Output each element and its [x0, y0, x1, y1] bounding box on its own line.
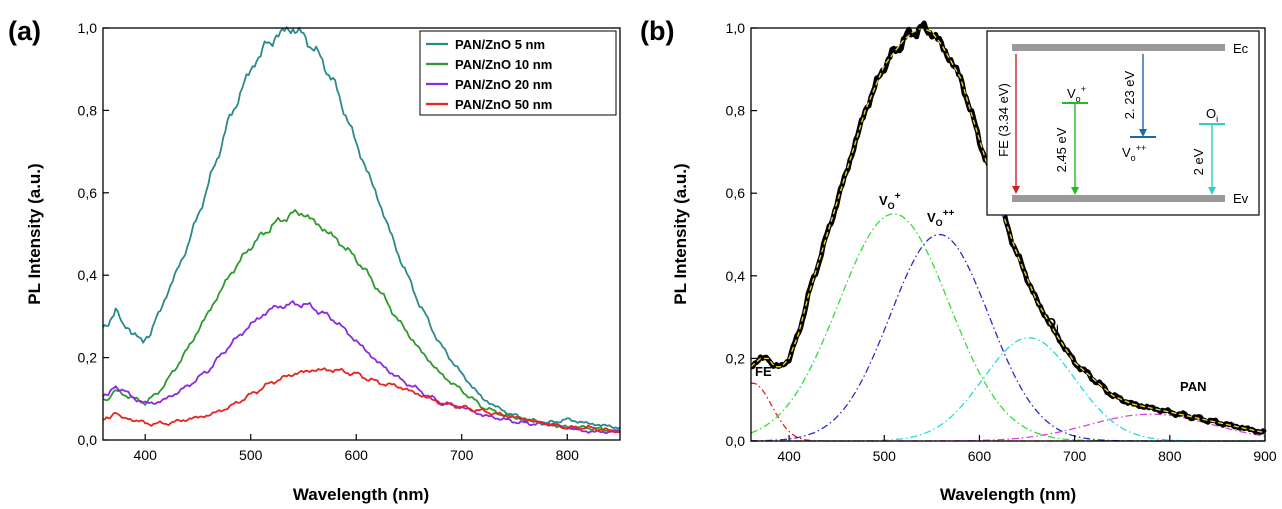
panel-a-legend: PAN/ZnO 5 nm PAN/ZnO 10 nm PAN/ZnO 20 nm…: [419, 30, 617, 116]
annotation-vo-plus: VO+: [879, 191, 901, 211]
panel-a-y-tick-label: 0,6: [78, 185, 98, 201]
fe-energy-label: FE (3.34 eV): [996, 83, 1011, 157]
panel-b-x-tick-label: 400: [777, 448, 801, 464]
panel-a-x-axis-label: Wavelength (nm): [293, 485, 429, 504]
energy-level-inset: Ec Ev FE (3.34 eV) Vo+ 2.45 eV Vo++ 2. 2…: [986, 30, 1260, 216]
panel-b-label: (b): [640, 16, 674, 46]
vo-plus-arrow-head: [1071, 187, 1079, 195]
fit-vo-plusplus-curve: [750, 233, 1265, 442]
annotation-oi: Oi: [1046, 315, 1059, 333]
series-10nm-line: [102, 209, 621, 434]
label-ec: Ec: [1233, 41, 1249, 56]
panel-a-y-tick-label: 0,8: [78, 102, 98, 118]
panel-b-x-axis-label: Wavelength (nm): [940, 485, 1076, 504]
fit-vo-plus-curve: [750, 213, 1265, 442]
panel-b-x-tick-label: 700: [1063, 448, 1087, 464]
inset-oi-label: Oi: [1206, 106, 1218, 124]
panel-b-y-axis-label: PL Intensity (a.u.): [671, 163, 690, 304]
series-20nm-line: [102, 300, 621, 434]
vo-plusplus-arrow-head: [1139, 129, 1147, 137]
panel-a-frame: [102, 27, 621, 441]
panel-a-x-tick-label: 800: [556, 447, 580, 463]
vo-plusplus-energy-label: 2. 23 eV: [1122, 70, 1137, 119]
panel-b-x-tick-label: 500: [873, 448, 897, 464]
panel-b-x-tick-label: 900: [1253, 448, 1277, 464]
panel-a-y-tick-label: 0,2: [78, 350, 98, 366]
panel-a-y-tick-label: 1,0: [78, 20, 98, 36]
legend-entry-50nm: PAN/ZnO 50 nm: [455, 97, 552, 112]
fit-pan-curve: [751, 413, 1266, 442]
panel-b-y-tick-label: 0,8: [726, 103, 746, 119]
annotation-pan: PAN: [1180, 379, 1206, 394]
panel-a-x-tick-label: 500: [239, 447, 263, 463]
fitted-envelope-line: [750, 27, 1266, 434]
panel-b-y-tick-label: 0,0: [726, 433, 746, 449]
panel-a-x-tick-label: 700: [450, 447, 474, 463]
valence-band: [1012, 195, 1225, 202]
panel-a: (a) 400 500 600 700 800 0,0 0,2 0,4 0,6 0,8 1,0 W…: [8, 16, 621, 504]
panel-a-series: [102, 26, 621, 434]
panel-a-y-ticks: 0,0 0,2 0,4 0,6 0,8 1,0: [78, 20, 109, 448]
panel-a-x-tick-label: 600: [345, 447, 369, 463]
panel-b-x-tick-label: 600: [968, 448, 992, 464]
panel-a-x-tick-label: 400: [134, 447, 158, 463]
panel-b-y-tick-label: 0,4: [726, 268, 746, 284]
panel-a-label: (a): [8, 16, 41, 46]
annotation-vo-plusplus: VO++: [927, 208, 955, 228]
series-5nm-line: [102, 26, 621, 430]
oi-energy-label: 2 eV: [1191, 148, 1206, 175]
legend-entry-10nm: PAN/ZnO 10 nm: [455, 57, 552, 72]
vo-plus-energy-label: 2.45 eV: [1054, 127, 1069, 172]
panel-b-y-ticks: 0,0 0,2 0,4 0,6 0,8 1,0: [726, 20, 757, 449]
legend-box: [419, 30, 617, 116]
oi-arrow-head: [1208, 187, 1216, 195]
panel-b: (b) 400 500 600 700 800 900 0,0 0,2 0,4 0,6 0,8 1,…: [640, 16, 1277, 504]
legend-entry-20nm: PAN/ZnO 20 nm: [455, 77, 552, 92]
panel-b-y-tick-label: 0,2: [726, 350, 746, 366]
panel-b-x-ticks: 400 500 600 700 800 900: [777, 435, 1277, 464]
legend-entry-5nm: PAN/ZnO 5 nm: [455, 37, 545, 52]
panel-b-y-tick-label: 0,6: [726, 185, 746, 201]
panel-a-x-ticks: 400 500 600 700 800: [134, 434, 580, 463]
conduction-band: [1012, 44, 1225, 51]
panel-b-frame: [750, 27, 1266, 442]
annotation-fe: FE: [755, 364, 772, 379]
panel-b-y-tick-label: 1,0: [726, 20, 746, 36]
fe-arrow-head: [1012, 186, 1020, 194]
series-50nm-line: [102, 367, 621, 434]
panel-b-x-tick-label: 800: [1158, 448, 1182, 464]
panel-a-y-tick-label: 0,4: [78, 267, 98, 283]
panel-a-y-axis-label: PL Intensity (a.u.): [25, 163, 44, 304]
panel-a-y-tick-label: 0,0: [78, 432, 98, 448]
label-ev: Ev: [1233, 191, 1249, 206]
